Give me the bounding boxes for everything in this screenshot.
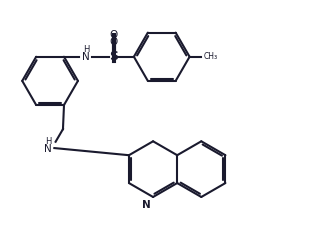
Text: O: O bbox=[109, 37, 118, 47]
Text: CH₃: CH₃ bbox=[204, 52, 218, 61]
Text: N: N bbox=[82, 52, 90, 62]
Text: N: N bbox=[44, 144, 52, 154]
Text: H: H bbox=[45, 137, 52, 146]
Text: N: N bbox=[143, 200, 151, 210]
Text: O: O bbox=[109, 30, 118, 40]
Text: S: S bbox=[109, 50, 118, 63]
Text: H: H bbox=[83, 45, 89, 54]
